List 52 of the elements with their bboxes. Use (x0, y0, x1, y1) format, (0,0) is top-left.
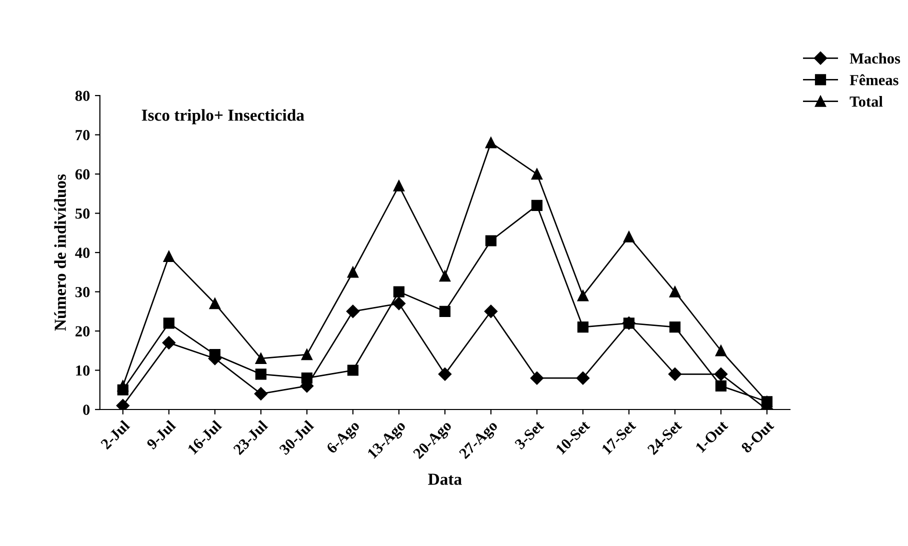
point (162, 336, 176, 350)
point (393, 180, 404, 192)
y-tick-label: 10 (76, 365, 90, 376)
point (393, 286, 404, 298)
point (530, 372, 544, 385)
point (577, 290, 588, 302)
y-tick-label: 20 (76, 326, 90, 336)
y-tick-label: 50 (75, 208, 90, 219)
point (485, 137, 496, 148)
y-axis-title: Número de indivíduos (54, 174, 66, 331)
point (301, 349, 312, 360)
point (715, 345, 727, 356)
point (531, 200, 542, 211)
point (439, 306, 450, 317)
point (255, 368, 266, 380)
point (715, 380, 727, 392)
point (163, 318, 174, 329)
point (255, 352, 266, 364)
y-tick-label: 60 (75, 169, 90, 180)
point (117, 380, 128, 392)
point (669, 322, 681, 333)
point (668, 368, 682, 381)
legend-label: Total (850, 96, 883, 107)
annotation: Isco triplo+ Insecticida (142, 109, 304, 124)
point (485, 235, 496, 246)
x-axis-title: Data (428, 474, 462, 485)
point (209, 298, 220, 310)
point (577, 322, 588, 333)
legend-label: Machos (850, 52, 900, 64)
point (484, 304, 498, 318)
point (669, 286, 681, 298)
point (623, 318, 634, 329)
point (439, 270, 450, 282)
point (301, 372, 312, 384)
point (163, 250, 174, 262)
y-tick-label: 70 (76, 130, 90, 140)
point (623, 231, 634, 242)
point (438, 368, 452, 381)
point (209, 349, 220, 360)
legend-label: Fêmeas (850, 74, 898, 86)
point (346, 304, 360, 318)
y-tick-label: 30 (75, 286, 90, 298)
y-tick-label: 40 (75, 248, 90, 258)
point (576, 372, 590, 385)
point (254, 387, 268, 400)
point (531, 168, 542, 180)
y-tick-label: 80 (75, 90, 90, 101)
point (392, 296, 406, 310)
y-tick-label: 0 (83, 404, 90, 415)
point (714, 368, 728, 381)
point (347, 266, 358, 278)
point (347, 364, 358, 376)
